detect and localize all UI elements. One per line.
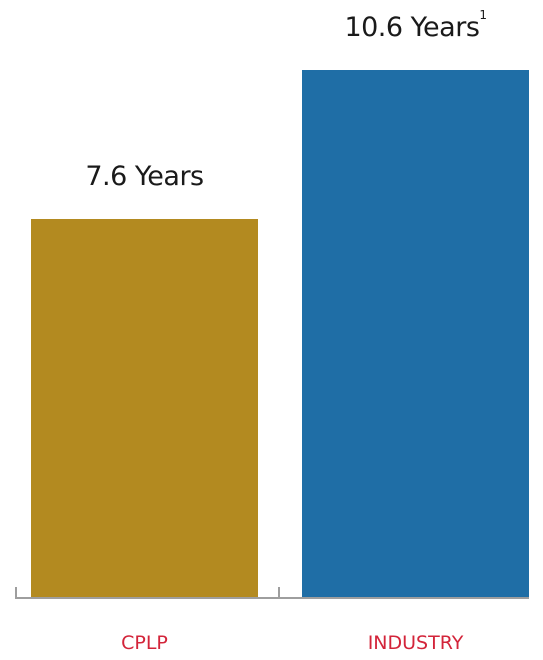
bar-industry	[302, 70, 529, 597]
data-label-text: 10.6 Years	[344, 12, 480, 43]
x-axis-tick-left	[15, 587, 17, 599]
bar-cplp	[31, 219, 258, 597]
footnote-marker: 1	[479, 8, 487, 22]
data-label-industry: 10.6 Years1	[302, 8, 529, 43]
data-label-text: 7.6 Years	[85, 161, 204, 193]
data-label-cplp: 7.6 Years	[31, 161, 258, 192]
x-axis-line	[16, 597, 529, 599]
category-label-industry: INDUSTRY	[367, 632, 464, 654]
x-axis-tick-middle	[278, 587, 280, 599]
category-label-cplp: CPLP	[121, 632, 168, 654]
